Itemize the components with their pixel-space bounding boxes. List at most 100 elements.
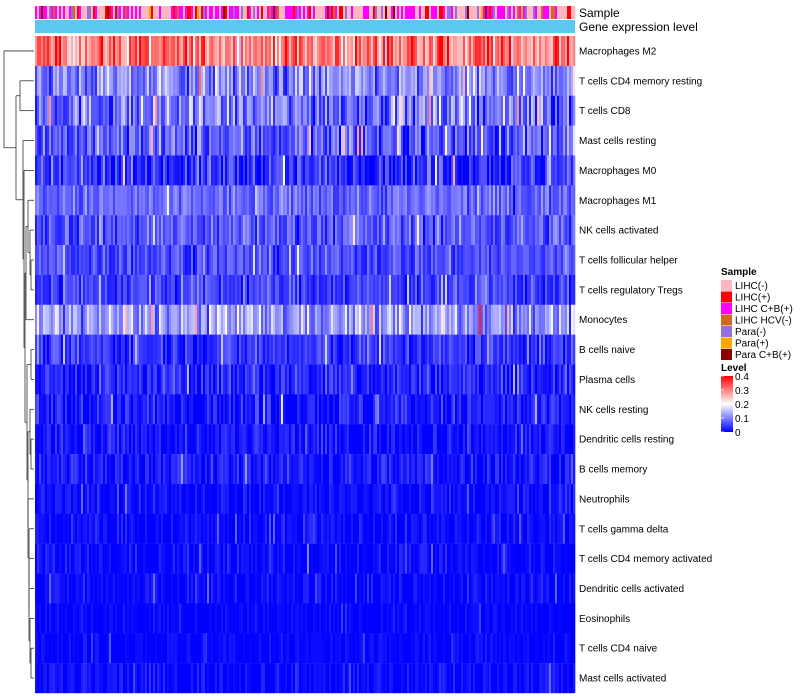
heatmap-cell (529, 65, 532, 96)
heatmap-cell (195, 65, 198, 96)
sample-cell (379, 6, 382, 19)
sample-cell (393, 6, 396, 19)
heatmap-cell (193, 245, 196, 276)
heatmap-cell (265, 274, 268, 305)
heatmap-cell (521, 125, 524, 156)
heatmap-cell (321, 274, 324, 305)
heatmap-cell (163, 454, 166, 485)
heatmap-cell (249, 424, 252, 455)
heatmap-cell (461, 245, 464, 276)
heatmap-cell (277, 513, 280, 544)
heatmap-cell (519, 424, 522, 455)
heatmap-cell (133, 95, 136, 126)
heatmap-cell (399, 334, 402, 365)
heatmap-cell (321, 454, 324, 485)
heatmap-cell (411, 95, 414, 126)
heatmap-cell (501, 513, 504, 544)
heatmap-cell (343, 334, 346, 365)
heatmap-cell (559, 394, 562, 425)
heatmap-cell (537, 65, 540, 96)
heatmap-cell (335, 364, 338, 395)
heatmap-cell (571, 334, 574, 365)
heatmap-cell (527, 304, 530, 335)
heatmap-cell (275, 155, 278, 186)
heatmap-cell (547, 185, 550, 216)
heatmap-cell (43, 185, 46, 216)
heatmap-cell (59, 334, 62, 365)
heatmap-cell (261, 454, 264, 485)
heatmap-cell (271, 36, 274, 67)
heatmap-cell (311, 394, 314, 425)
heatmap-cell (555, 394, 558, 425)
heatmap-cell (153, 155, 156, 186)
heatmap-cell (161, 215, 164, 246)
heatmap-cell (55, 543, 58, 574)
heatmap-cell (401, 364, 404, 395)
heatmap-cell (373, 215, 376, 246)
heatmap-cell (179, 185, 182, 216)
heatmap-cell (183, 65, 186, 96)
heatmap-cell (355, 95, 358, 126)
heatmap-cell (387, 394, 390, 425)
heatmap-cell (479, 155, 482, 186)
sample-cell (173, 6, 176, 19)
heatmap-cell (213, 274, 216, 305)
heatmap-cell (131, 364, 134, 395)
heatmap-cell (53, 364, 56, 395)
heatmap-cell (513, 125, 516, 156)
heatmap-cell (357, 215, 360, 246)
heatmap-cell (391, 65, 394, 96)
heatmap-cell (463, 125, 466, 156)
heatmap-cell (45, 454, 48, 485)
heatmap-cell (185, 513, 188, 544)
heatmap-cell (479, 334, 482, 365)
heatmap-cell (457, 483, 460, 515)
sample-cell (395, 6, 398, 19)
heatmap-cell (149, 513, 152, 544)
heatmap-cell (395, 125, 398, 156)
heatmap-cell (113, 215, 116, 246)
heatmap-cell (569, 274, 572, 305)
heatmap-cell (561, 334, 564, 365)
heatmap-cell (275, 334, 278, 365)
heatmap-cell (481, 215, 484, 246)
heatmap-cell (317, 245, 320, 276)
heatmap-cell (481, 36, 484, 67)
heatmap-cell (341, 274, 344, 305)
heatmap-cell (191, 454, 194, 485)
heatmap-cell (63, 65, 66, 96)
heatmap-cell (267, 454, 270, 485)
heatmap-cell (171, 245, 174, 276)
heatmap-cell (63, 334, 66, 365)
heatmap-cell (545, 304, 548, 335)
heatmap-cell (35, 513, 38, 544)
heatmap-cell (513, 245, 516, 276)
heatmap-cell (543, 304, 546, 335)
heatmap-cell (529, 185, 532, 216)
heatmap-cell (281, 304, 284, 335)
heatmap-cell (109, 334, 112, 365)
heatmap-cell (547, 155, 550, 186)
heatmap-cell (379, 424, 382, 455)
heatmap-cell (231, 513, 234, 544)
sample-cell (469, 6, 472, 19)
heatmap-cell (481, 95, 484, 126)
heatmap-cell (53, 274, 56, 305)
heatmap-cell (79, 125, 82, 156)
heatmap-cell (47, 215, 50, 246)
heatmap-cell (463, 394, 466, 425)
heatmap-cell (127, 543, 130, 574)
sample-cell (73, 6, 76, 19)
sample-cell (483, 6, 486, 19)
heatmap-cell (181, 95, 184, 126)
heatmap-cell (49, 513, 52, 544)
heatmap-cell (523, 155, 526, 186)
heatmap-cell (389, 274, 392, 305)
heatmap-cell (413, 245, 416, 276)
heatmap-cell (391, 304, 394, 335)
heatmap-cell (547, 215, 550, 246)
heatmap-cell (523, 454, 526, 485)
heatmap-cell (567, 364, 570, 395)
heatmap-cell (157, 394, 160, 425)
heatmap-cell (169, 483, 172, 515)
